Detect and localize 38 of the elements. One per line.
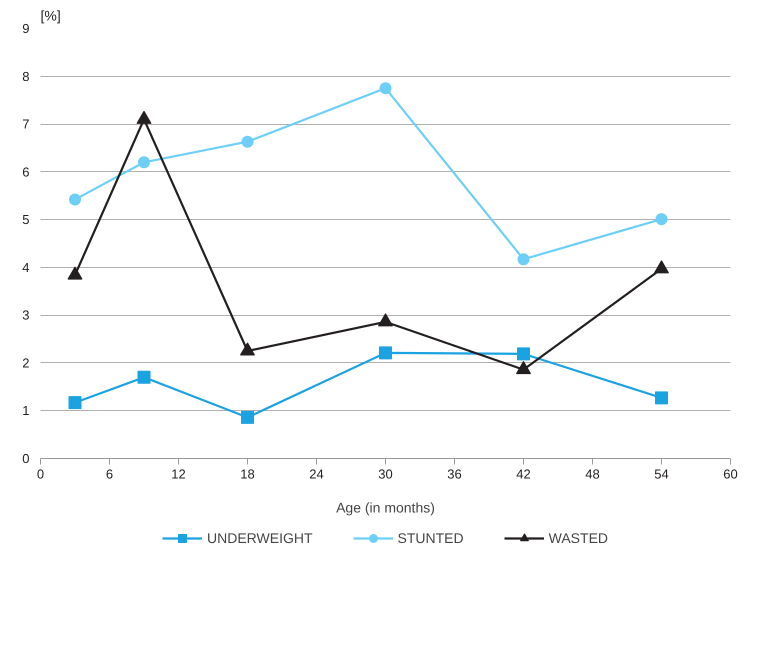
x-axis-title: Age (in months) [336, 500, 435, 516]
legend-label: STUNTED [398, 530, 464, 546]
x-tick-label: 12 [171, 466, 186, 482]
point [517, 347, 530, 360]
point [380, 82, 392, 94]
x-tick-label: 54 [654, 466, 669, 482]
y-tick-label: 7 [22, 116, 30, 132]
x-tick-label: 0 [36, 466, 44, 482]
point [68, 396, 82, 410]
point [518, 253, 530, 266]
y-tick-label: 2 [22, 355, 30, 370]
y-tick-label: 1 [22, 403, 30, 418]
legend-label: WASTED [548, 530, 608, 546]
x-tick-label: 18 [240, 466, 255, 482]
point [655, 391, 668, 404]
x-tick-label: 24 [309, 466, 324, 482]
x-tick-label: 48 [585, 466, 600, 482]
point [138, 370, 150, 384]
point [656, 213, 668, 226]
y-tick-label: 9 [22, 21, 30, 36]
point [379, 346, 392, 360]
y-tick-label: 0 [22, 451, 30, 466]
x-tick-label: 60 [723, 466, 738, 482]
y-tick-label: 3 [22, 308, 30, 323]
point [69, 194, 81, 206]
x-tick-label: 36 [447, 466, 462, 482]
y-tick-label: 8 [22, 68, 30, 84]
point [241, 410, 254, 424]
x-tick-label: 6 [106, 466, 114, 482]
y-tick-label: 4 [22, 260, 30, 275]
y-axis-title: [%] [40, 8, 61, 24]
x-tick-label: 30 [378, 466, 393, 482]
point [138, 156, 150, 168]
legend-label: UNDERWEIGHT [206, 530, 313, 546]
point [242, 136, 254, 148]
y-tick-label: 5 [22, 212, 30, 228]
y-tick-label: 6 [22, 164, 30, 180]
x-tick-label: 42 [516, 466, 531, 482]
